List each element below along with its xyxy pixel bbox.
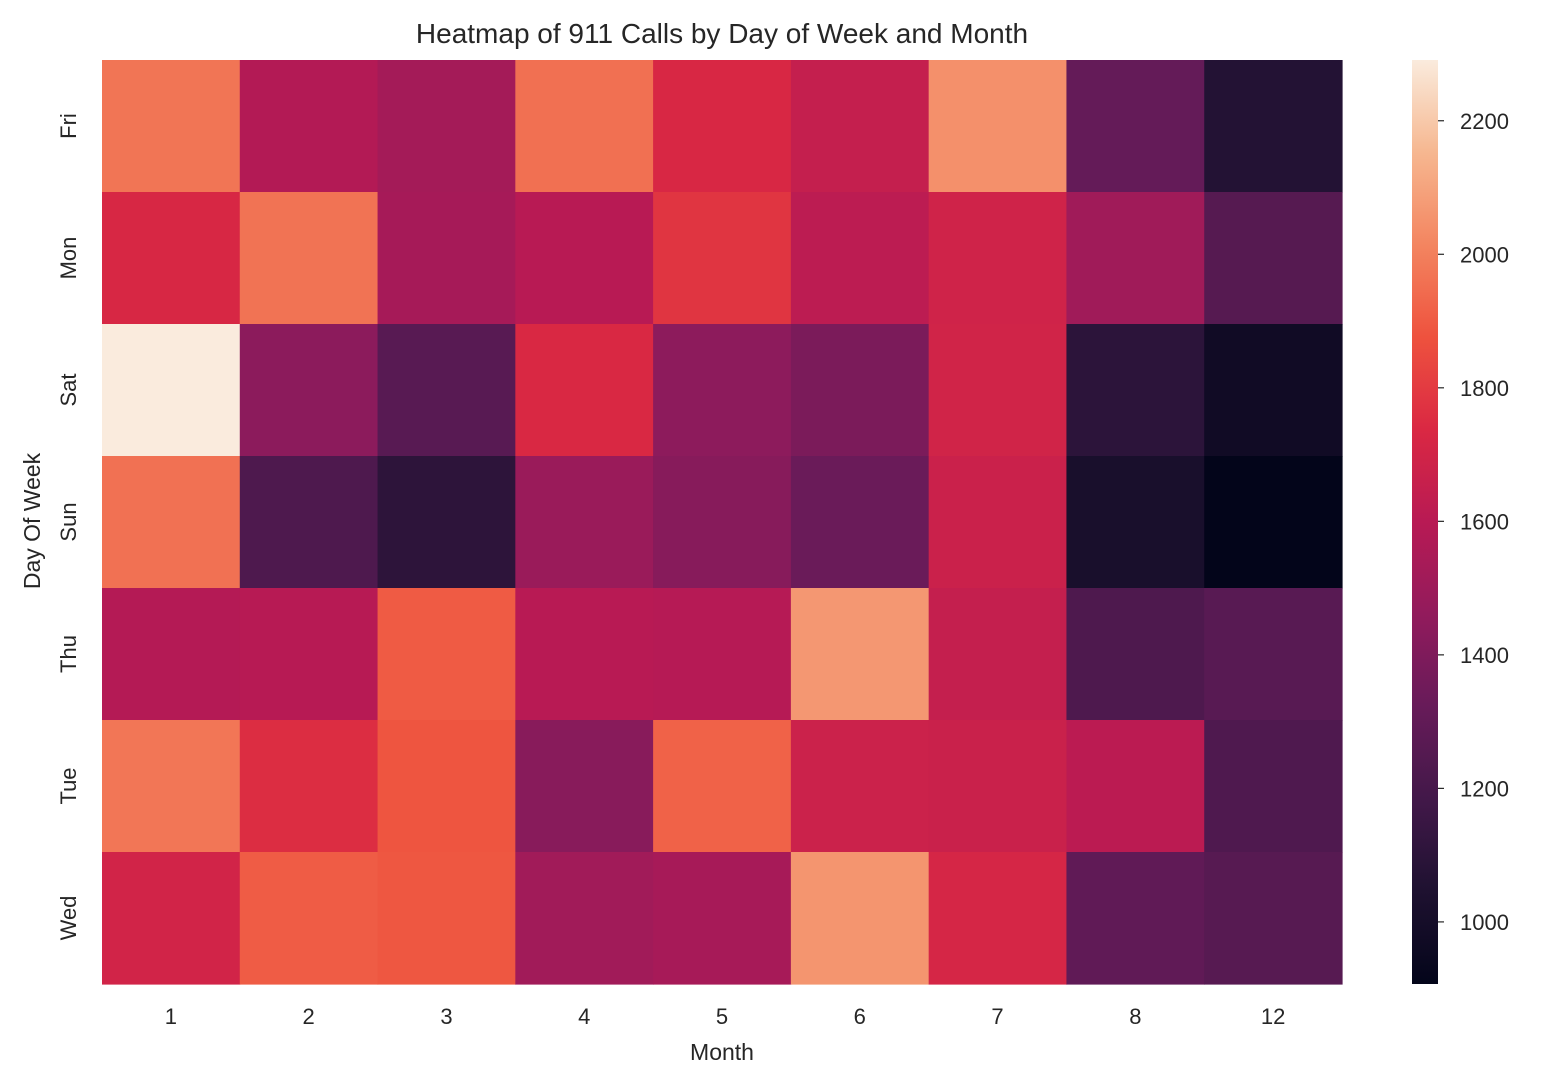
colorbar-tick-label: 2000 [1460,242,1509,267]
heatmap-cell [790,192,930,325]
heatmap-cell [790,852,930,985]
heatmap-cell [1204,588,1343,721]
heatmap-cell [653,720,792,853]
heatmap-cell [239,852,379,985]
heatmap-cell [928,456,1068,589]
heatmap-cell [102,60,241,193]
y-tick-label: Wed [56,896,81,941]
heatmap-cell [790,324,930,457]
x-tick-label: 8 [1129,1004,1141,1029]
x-tick-label: 4 [578,1004,590,1029]
chart-title: Heatmap of 911 Calls by Day of Week and … [416,18,1028,49]
x-tick-label: 3 [440,1004,452,1029]
heatmap-cell [239,192,379,325]
heatmap-cell [515,324,654,457]
colorbar-ticks: 1000 1200 1400 1600 1800 2000 2200 [1438,109,1509,935]
heatmap-cell [1066,456,1205,589]
heatmap-cell [102,852,241,985]
heatmap-cell [790,60,930,193]
heatmap-cell [1066,852,1205,985]
heatmap-cell [1066,588,1205,721]
heatmap-cell [377,324,516,457]
heatmap-cell [653,456,792,589]
heatmap-cell [515,720,654,853]
heatmap-cell [1204,456,1343,589]
y-tick-label: Fri [56,113,81,139]
colorbar-tick-label: 1000 [1460,910,1509,935]
heatmap-cell [1204,324,1343,457]
heatmap-cell [1066,192,1205,325]
colorbar-tick-label: 1800 [1460,376,1509,401]
heatmap-cell [928,720,1068,853]
heatmap-cell [515,588,654,721]
y-tick-label: Sat [56,373,81,406]
heatmap-cell [102,192,241,325]
x-tick-label: 5 [716,1004,728,1029]
y-tick-labels: Fri Mon Sat Sun Thu Tue Wed [56,113,81,940]
heatmap-cell [790,720,930,853]
heatmap-cell [1204,720,1343,853]
heatmap-cell [377,60,516,193]
x-tick-label: 7 [991,1004,1003,1029]
heatmap-cell [102,456,241,589]
heatmap-cell [928,60,1068,193]
x-tick-label: 6 [854,1004,866,1029]
heatmap-cell [377,588,516,721]
heatmap-cell [239,456,379,589]
heatmap-cell [102,324,241,457]
heatmap-cell [653,192,792,325]
heatmap-cell [1204,60,1343,193]
heatmap-cell [1066,324,1205,457]
y-tick-label: Mon [56,237,81,280]
heatmap-cell [239,60,379,193]
heatmap-cell [928,324,1068,457]
heatmap-cell [928,852,1068,985]
colorbar [1412,60,1438,984]
heatmap-cell [790,456,930,589]
heatmap-cell [377,456,516,589]
colorbar-tick-label: 1400 [1460,643,1509,668]
x-tick-label: 2 [303,1004,315,1029]
x-axis-label: Month [690,1039,754,1065]
y-axis-label: Day Of Week [19,452,45,589]
heatmap-cell [653,852,792,985]
heatmap-cell [377,192,516,325]
heatmap-cell [653,324,792,457]
heatmap-cell [790,588,930,721]
heatmap-cell [515,60,654,193]
heatmap-cell [1204,192,1343,325]
y-tick-label: Sun [56,502,81,541]
x-tick-label: 1 [165,1004,177,1029]
heatmap-cell [928,192,1068,325]
heatmap-cell [515,852,654,985]
heatmap-cell [377,852,516,985]
heatmap-cell [239,588,379,721]
heatmap-cell [377,720,516,853]
y-tick-label: Tue [56,767,81,804]
heatmap-cell [928,588,1068,721]
colorbar-tick-label: 1600 [1460,509,1509,534]
heatmap-cell [1066,720,1205,853]
colorbar-tick-label: 2200 [1460,109,1509,134]
heatmap-cells [102,60,1343,985]
heatmap-cell [239,324,379,457]
heatmap-cell [102,720,241,853]
x-tick-labels: 1 2 3 4 5 6 7 8 12 [165,1004,1286,1029]
heatmap-cell [102,588,241,721]
x-tick-label: 12 [1261,1004,1285,1029]
colorbar-tick-label: 1200 [1460,776,1509,801]
heatmap-cell [653,60,792,193]
heatmap-cell [515,456,654,589]
heatmap-cell [653,588,792,721]
heatmap-cell [239,720,379,853]
heatmap-cell [1066,60,1205,193]
y-tick-label: Thu [56,635,81,673]
heatmap-cell [1204,852,1343,985]
heatmap-cell [515,192,654,325]
